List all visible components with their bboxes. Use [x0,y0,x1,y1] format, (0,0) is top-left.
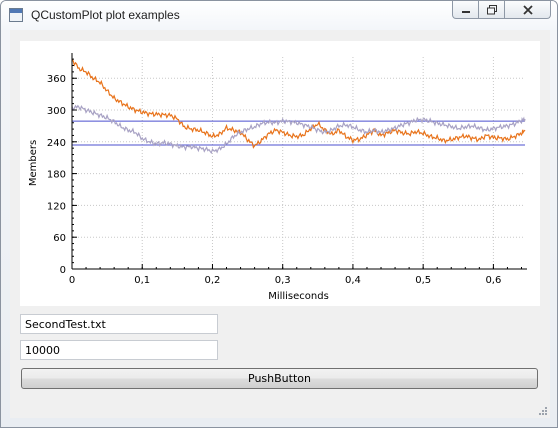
central-widget: 0 0,1 0,2 0,3 0,4 0,5 0,6 0 60 120 180 240 300 360 Mil… [10,30,550,418]
plot-canvas[interactable]: 0 0,1 0,2 0,3 0,4 0,5 0,6 0 60 120 180 240 300 360 Mil… [20,41,540,306]
count-input[interactable] [20,340,218,360]
x-tick-label: 0,6 [485,275,501,286]
restore-icon [486,4,497,14]
series-line-1 [71,59,526,149]
filename-input[interactable] [20,314,218,334]
y-tick-label: 60 [53,233,66,244]
x-tick-label: 0,4 [345,275,361,286]
size-grip-icon[interactable] [537,405,547,415]
y-tick-label: 120 [47,201,66,212]
title-bar[interactable]: QCustomPlot plot examples [1,1,557,30]
x-tick-label: 0,1 [134,275,150,286]
close-button[interactable] [505,1,551,19]
plot-widget[interactable]: 0 0,1 0,2 0,3 0,4 0,5 0,6 0 60 120 180 240 300 360 Mil… [20,41,540,306]
x-tick-label: 0,5 [415,275,431,286]
y-tick-label: 240 [47,138,66,149]
window-title: QCustomPlot plot examples [31,8,180,22]
series-line-2 [71,104,526,155]
y-tick-label: 180 [47,170,66,181]
y-axis-label: Members [28,140,39,186]
minimize-button[interactable] [452,1,479,19]
x-tick-label: 0,2 [205,275,221,286]
close-icon [522,4,533,15]
maximize-button[interactable] [479,1,505,19]
y-tick-label: 360 [47,74,66,85]
x-tick-label: 0,3 [275,275,291,286]
x-axis-label: Milliseconds [268,291,329,302]
y-tick-label: 300 [47,106,66,117]
y-tick-label: 0 [60,265,66,276]
app-window-icon [9,8,23,22]
window-controls [452,1,551,21]
x-tick-label: 0 [69,275,75,286]
push-button[interactable]: PushButton [21,368,538,389]
minimize-icon [461,10,470,13]
